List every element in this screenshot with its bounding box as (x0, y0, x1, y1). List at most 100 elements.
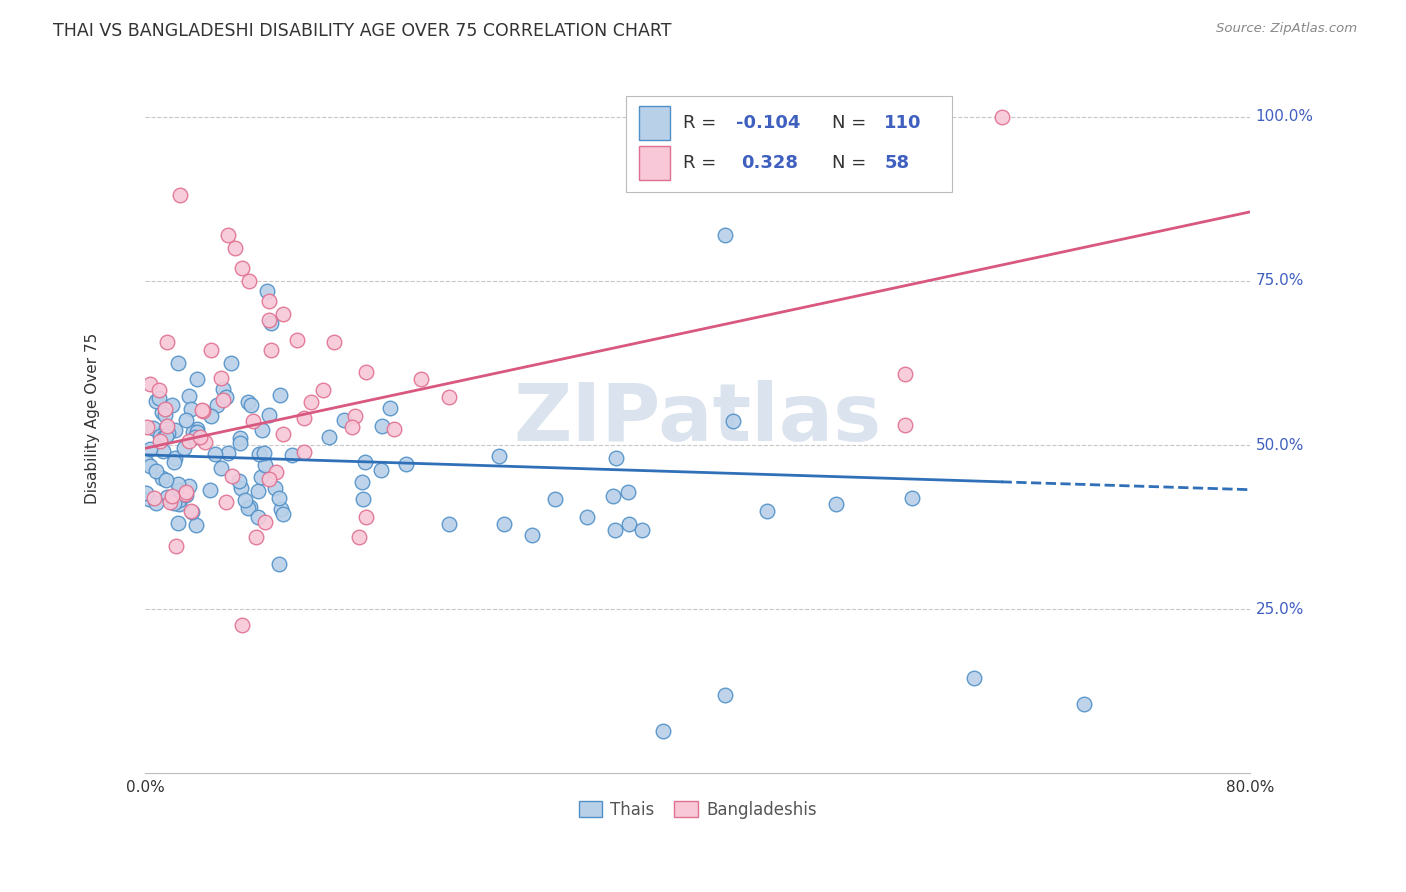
Point (180, 402, 202, 417)
Point (318, 430, 340, 444)
Point (228, 474, 250, 488)
Point (183, 425, 205, 440)
Text: 110: 110 (884, 114, 922, 132)
Legend: Thais, Bangladeshis: Thais, Bangladeshis (572, 794, 824, 825)
Point (253, 458, 276, 473)
Text: Source: ZipAtlas.com: Source: ZipAtlas.com (1216, 22, 1357, 36)
Point (245, 530, 267, 544)
Point (603, 524, 626, 538)
Point (139, 459, 162, 474)
Point (354, 455, 377, 469)
Point (347, 530, 370, 544)
Point (238, 395, 260, 409)
Point (139, 377, 162, 392)
Point (488, 449, 510, 463)
Point (252, 423, 274, 437)
Point (229, 435, 252, 450)
Text: Disability Age Over 75: Disability Age Over 75 (84, 333, 100, 504)
Bar (640, 106, 671, 140)
Point (209, 371, 232, 385)
Point (148, 383, 170, 397)
Point (239, 398, 262, 412)
Point (186, 422, 208, 436)
Point (437, 516, 460, 531)
Text: 0.328: 0.328 (741, 154, 797, 172)
Point (259, 313, 281, 327)
Point (180, 504, 202, 518)
Text: -0.104: -0.104 (737, 114, 800, 132)
Point (576, 510, 599, 524)
Point (271, 307, 294, 321)
Point (139, 442, 162, 456)
Text: 58: 58 (884, 154, 910, 172)
Point (155, 409, 177, 423)
Point (714, 227, 737, 242)
Point (138, 491, 160, 506)
Point (259, 293, 281, 308)
Point (179, 434, 201, 449)
Point (221, 469, 243, 483)
Point (169, 188, 191, 202)
Point (165, 451, 187, 466)
Point (257, 409, 280, 423)
Text: N =: N = (832, 154, 873, 172)
Point (260, 316, 283, 330)
Point (522, 528, 544, 542)
Point (190, 430, 212, 444)
Point (269, 491, 291, 505)
Point (156, 419, 179, 434)
Point (163, 455, 186, 469)
Point (231, 481, 253, 495)
Point (229, 431, 252, 445)
Point (352, 492, 374, 507)
Point (285, 333, 308, 347)
Point (142, 421, 165, 435)
Point (269, 387, 291, 401)
Point (652, 723, 675, 738)
Point (247, 447, 270, 461)
Point (152, 444, 174, 458)
FancyBboxPatch shape (626, 96, 952, 192)
Text: R =: R = (683, 114, 723, 132)
Point (494, 516, 516, 531)
Point (186, 518, 208, 533)
Point (167, 493, 190, 508)
Point (332, 413, 354, 427)
Point (371, 419, 394, 434)
Point (281, 448, 304, 462)
Point (167, 476, 190, 491)
Point (264, 482, 287, 496)
Point (204, 447, 226, 461)
Point (900, 491, 922, 505)
Point (354, 365, 377, 379)
Point (145, 464, 167, 478)
Point (186, 425, 208, 440)
Point (149, 429, 172, 443)
Point (990, 110, 1012, 124)
Point (167, 497, 190, 511)
Point (214, 495, 236, 509)
Text: 75.0%: 75.0% (1256, 273, 1305, 288)
Point (145, 394, 167, 409)
Point (167, 483, 190, 498)
Point (259, 472, 281, 486)
Point (342, 419, 364, 434)
Point (191, 403, 214, 417)
Point (231, 617, 253, 632)
Point (411, 372, 433, 386)
Point (156, 425, 179, 440)
Point (165, 539, 187, 553)
Point (242, 414, 264, 428)
Point (824, 497, 846, 511)
Point (382, 422, 405, 436)
Point (299, 395, 322, 409)
Point (174, 488, 197, 502)
Point (155, 429, 177, 443)
Point (617, 485, 640, 500)
Point (212, 382, 235, 396)
Point (714, 110, 737, 124)
Point (186, 372, 208, 386)
Point (217, 227, 239, 242)
Point (165, 423, 187, 437)
Point (253, 515, 276, 529)
